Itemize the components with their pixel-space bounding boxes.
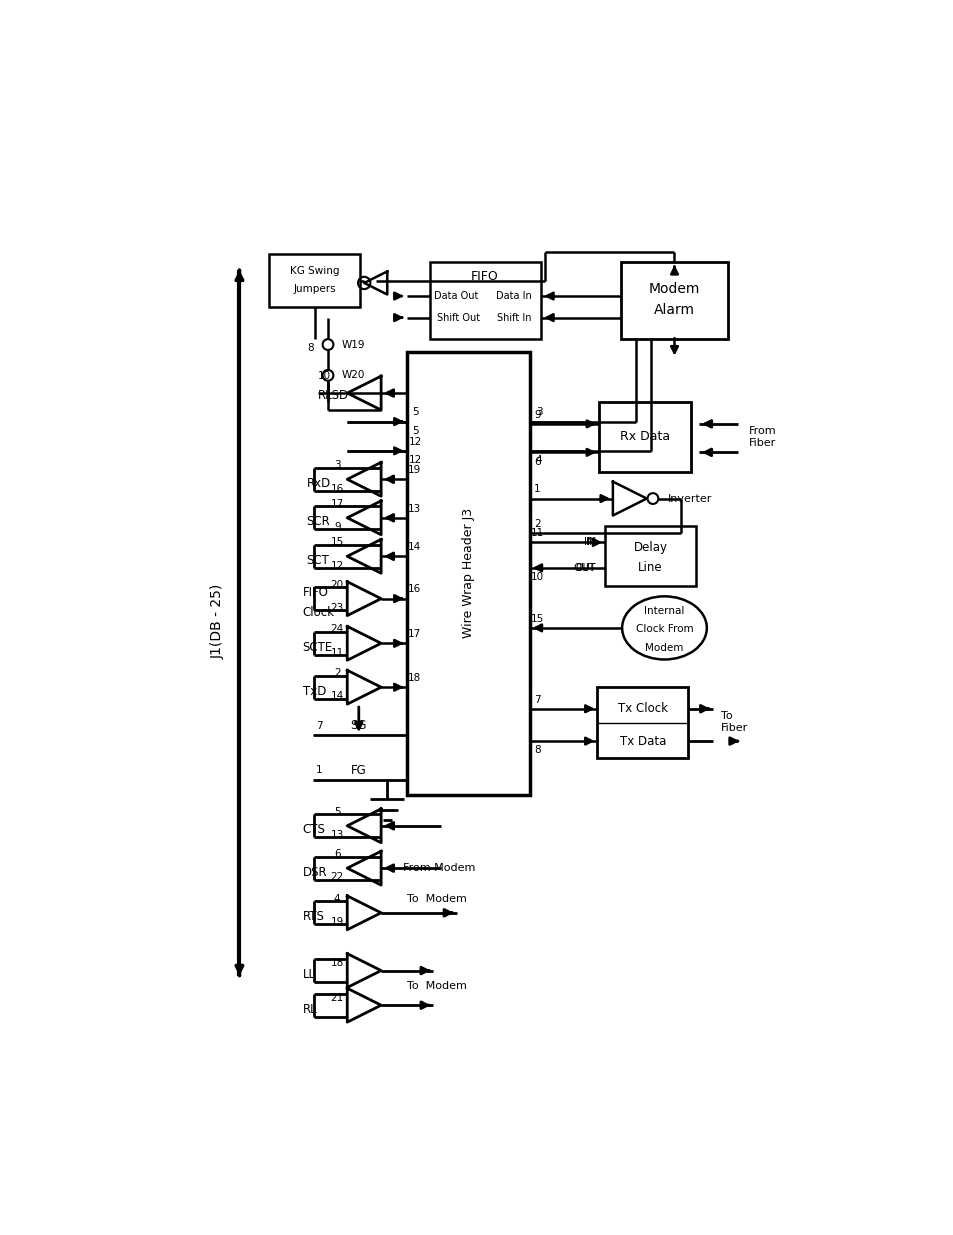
Text: From Modem: From Modem bbox=[402, 863, 475, 873]
Text: RLSD: RLSD bbox=[317, 389, 349, 401]
Text: 15: 15 bbox=[530, 614, 543, 624]
Text: 10: 10 bbox=[317, 372, 331, 382]
Text: 8: 8 bbox=[534, 746, 540, 756]
Text: 5: 5 bbox=[334, 806, 340, 816]
Text: Modem: Modem bbox=[648, 282, 700, 296]
Text: To  Modem: To Modem bbox=[406, 894, 466, 904]
Bar bbox=[406, 352, 529, 795]
Text: Shift Out: Shift Out bbox=[436, 312, 480, 322]
Bar bbox=[597, 687, 688, 758]
Text: Internal: Internal bbox=[643, 606, 684, 616]
Text: 20: 20 bbox=[331, 579, 343, 590]
Text: Clock From: Clock From bbox=[635, 625, 693, 635]
Text: FG: FG bbox=[351, 764, 366, 777]
Text: 6: 6 bbox=[534, 457, 540, 467]
Text: IN: IN bbox=[585, 537, 596, 547]
Text: 19: 19 bbox=[407, 466, 420, 475]
Text: 21: 21 bbox=[331, 993, 343, 1003]
Bar bbox=[429, 262, 540, 340]
Text: Line: Line bbox=[638, 562, 662, 574]
Text: SG: SG bbox=[350, 719, 367, 732]
Text: W20: W20 bbox=[341, 370, 365, 380]
Bar bbox=[598, 403, 691, 472]
Text: 19: 19 bbox=[331, 918, 343, 927]
Text: 17: 17 bbox=[407, 629, 420, 638]
Text: Clock: Clock bbox=[302, 606, 335, 619]
Text: DSR: DSR bbox=[302, 866, 327, 878]
Text: 10: 10 bbox=[530, 572, 543, 582]
Text: Wire Wrap Header J3: Wire Wrap Header J3 bbox=[461, 508, 475, 638]
Text: LL: LL bbox=[302, 968, 315, 981]
Text: 7: 7 bbox=[534, 694, 540, 704]
Text: Inverter: Inverter bbox=[668, 494, 712, 504]
Text: 16: 16 bbox=[407, 584, 420, 594]
Text: 24: 24 bbox=[331, 625, 343, 635]
Text: 5: 5 bbox=[412, 426, 418, 436]
Text: To
Fiber: To Fiber bbox=[720, 711, 747, 732]
Text: Modem: Modem bbox=[644, 643, 683, 653]
Text: OUT: OUT bbox=[573, 563, 595, 573]
Text: 1: 1 bbox=[534, 484, 540, 494]
Text: Jumpers: Jumpers bbox=[294, 284, 335, 294]
Text: SCTE: SCTE bbox=[302, 641, 333, 653]
Text: 7: 7 bbox=[315, 721, 322, 731]
Text: 16: 16 bbox=[331, 484, 343, 494]
Bar bbox=[620, 262, 728, 340]
Text: IN: IN bbox=[584, 537, 595, 547]
Text: 12: 12 bbox=[331, 561, 343, 571]
Text: 22: 22 bbox=[331, 872, 343, 882]
Text: Alarm: Alarm bbox=[654, 303, 695, 317]
Bar bbox=[604, 526, 696, 585]
Text: SCR: SCR bbox=[306, 515, 330, 529]
Text: 14: 14 bbox=[407, 542, 420, 552]
Text: 2: 2 bbox=[534, 519, 540, 529]
Text: OUT: OUT bbox=[575, 563, 596, 573]
Text: Shift In: Shift In bbox=[497, 312, 531, 322]
Text: Tx Data: Tx Data bbox=[619, 735, 665, 747]
Text: 17: 17 bbox=[331, 499, 343, 509]
Text: 4: 4 bbox=[334, 894, 340, 904]
Text: 11: 11 bbox=[331, 647, 343, 657]
Text: Delay: Delay bbox=[633, 541, 667, 553]
Text: 23: 23 bbox=[331, 603, 343, 613]
Text: KG Swing: KG Swing bbox=[290, 267, 339, 277]
Text: 5: 5 bbox=[412, 408, 418, 417]
Text: FIFO: FIFO bbox=[302, 585, 328, 599]
Text: 18: 18 bbox=[331, 958, 343, 968]
Text: 4: 4 bbox=[535, 454, 541, 466]
Text: 1: 1 bbox=[315, 766, 322, 776]
Text: Tx Clock: Tx Clock bbox=[618, 703, 667, 715]
Text: 18: 18 bbox=[407, 673, 420, 683]
Text: 12: 12 bbox=[409, 454, 422, 466]
Text: 13: 13 bbox=[331, 830, 343, 840]
Text: W19: W19 bbox=[341, 340, 365, 350]
Text: RL: RL bbox=[302, 1003, 317, 1015]
Text: 6: 6 bbox=[334, 850, 340, 860]
Text: From
Fiber: From Fiber bbox=[748, 426, 776, 448]
Text: TxD: TxD bbox=[302, 684, 326, 698]
Text: Data Out: Data Out bbox=[434, 291, 478, 301]
Text: J1(DB - 25): J1(DB - 25) bbox=[211, 584, 225, 659]
Text: FIFO: FIFO bbox=[471, 269, 498, 283]
Text: 13: 13 bbox=[407, 504, 420, 514]
Text: 11: 11 bbox=[530, 529, 543, 538]
Ellipse shape bbox=[621, 597, 706, 659]
Text: 9: 9 bbox=[334, 522, 340, 532]
Bar bbox=[269, 254, 360, 306]
Text: Rx Data: Rx Data bbox=[619, 431, 670, 443]
Text: 14: 14 bbox=[331, 692, 343, 701]
Text: 15: 15 bbox=[331, 537, 343, 547]
Text: RTS: RTS bbox=[302, 910, 324, 923]
Text: Data In: Data In bbox=[496, 291, 532, 301]
Text: 3: 3 bbox=[334, 461, 340, 471]
Text: CTS: CTS bbox=[302, 824, 325, 836]
Text: 8: 8 bbox=[307, 343, 314, 353]
Text: SCT: SCT bbox=[306, 553, 329, 567]
Text: To  Modem: To Modem bbox=[406, 981, 466, 990]
Text: 12: 12 bbox=[409, 436, 422, 447]
Text: RxD: RxD bbox=[306, 477, 331, 489]
Text: 2: 2 bbox=[334, 668, 340, 678]
Text: 3: 3 bbox=[535, 408, 541, 417]
Text: 9: 9 bbox=[534, 410, 540, 420]
